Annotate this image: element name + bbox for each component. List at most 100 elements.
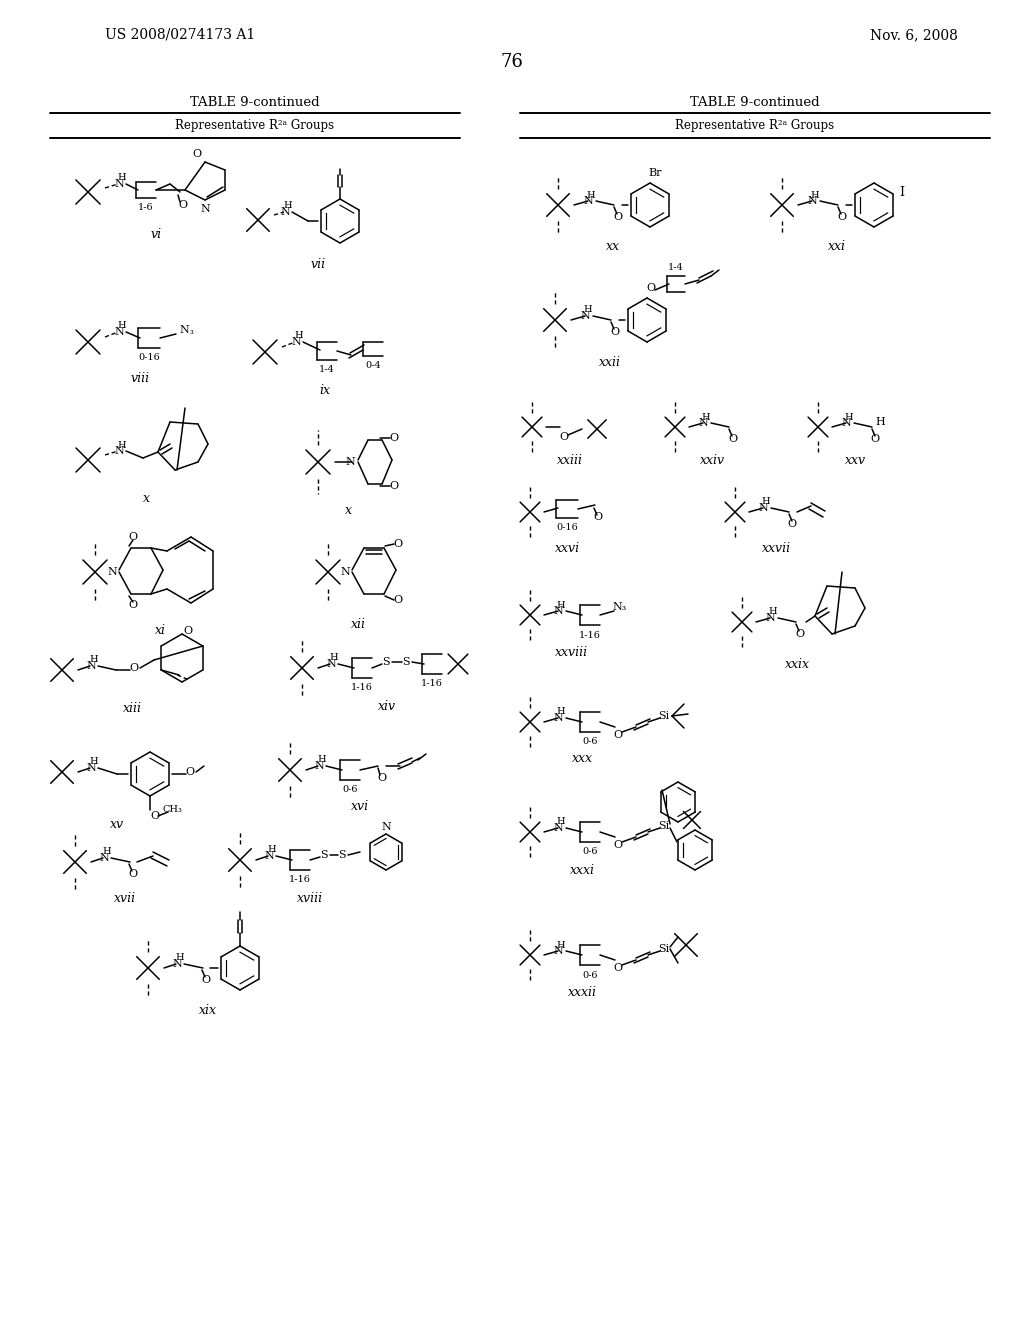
Text: xxii: xxii: [599, 355, 621, 368]
Text: N: N: [86, 763, 96, 774]
Text: N: N: [583, 195, 593, 206]
Text: H: H: [876, 417, 885, 426]
Text: xi: xi: [155, 623, 166, 636]
Text: H: H: [557, 601, 565, 610]
Text: N: N: [340, 568, 350, 577]
Text: O: O: [787, 519, 797, 529]
Text: vi: vi: [151, 227, 162, 240]
Text: O: O: [613, 213, 623, 222]
Text: S: S: [402, 657, 410, 667]
Text: O: O: [185, 767, 195, 777]
Text: xxi: xxi: [828, 240, 846, 253]
Text: 1-16: 1-16: [421, 680, 443, 689]
Text: N: N: [553, 606, 563, 616]
Text: O: O: [389, 433, 398, 444]
Text: H: H: [284, 202, 292, 210]
Text: Si: Si: [658, 944, 670, 954]
Text: H: H: [102, 847, 112, 857]
Text: 1-16: 1-16: [579, 631, 601, 639]
Text: H: H: [90, 656, 98, 664]
Text: H: H: [769, 607, 777, 616]
Text: N: N: [381, 822, 391, 832]
Text: x: x: [344, 503, 351, 516]
Text: xxvii: xxvii: [763, 541, 792, 554]
Text: H: H: [701, 412, 711, 421]
Text: viii: viii: [130, 371, 150, 384]
Text: xix: xix: [199, 1003, 217, 1016]
Text: 76: 76: [501, 53, 523, 71]
Text: O: O: [613, 964, 623, 973]
Text: Representative R²ᵃ Groups: Representative R²ᵃ Groups: [175, 120, 335, 132]
Text: 0-16: 0-16: [556, 524, 578, 532]
Text: Si: Si: [658, 821, 670, 832]
Text: CH₃: CH₃: [162, 805, 182, 814]
Text: O: O: [128, 869, 137, 879]
Text: N: N: [86, 661, 96, 671]
Text: 1-16: 1-16: [289, 875, 311, 884]
Text: O: O: [610, 327, 620, 337]
Text: H: H: [118, 173, 126, 182]
Text: N: N: [581, 312, 590, 321]
Text: O: O: [202, 975, 211, 985]
Text: N: N: [314, 762, 324, 771]
Text: O: O: [183, 626, 193, 636]
Text: N: N: [264, 851, 273, 861]
Text: N: N: [172, 960, 182, 969]
Text: xvi: xvi: [351, 800, 369, 813]
Text: O: O: [728, 434, 737, 444]
Text: N: N: [553, 946, 563, 956]
Text: N: N: [553, 713, 563, 723]
Text: O: O: [838, 213, 847, 222]
Text: O: O: [129, 663, 138, 673]
Text: TABLE 9-continued: TABLE 9-continued: [690, 95, 820, 108]
Text: N: N: [291, 337, 301, 347]
Text: H: H: [176, 953, 184, 962]
Text: x: x: [142, 491, 150, 504]
Text: H: H: [330, 653, 338, 663]
Text: xiii: xiii: [123, 701, 141, 714]
Text: xiv: xiv: [378, 700, 396, 713]
Text: 0-16: 0-16: [138, 354, 160, 363]
Text: 1-6: 1-6: [138, 203, 154, 213]
Text: H: H: [587, 190, 595, 199]
Text: xxix: xxix: [784, 657, 810, 671]
Text: H: H: [295, 331, 303, 341]
Text: N: N: [200, 205, 210, 214]
Text: xii: xii: [350, 618, 366, 631]
Text: 0-4: 0-4: [366, 360, 381, 370]
Text: O: O: [193, 149, 202, 158]
Text: N: N: [99, 853, 109, 863]
Text: N: N: [179, 325, 188, 335]
Text: N: N: [114, 446, 124, 455]
Text: O: O: [559, 432, 568, 442]
Text: H: H: [557, 708, 565, 717]
Text: N: N: [841, 418, 851, 428]
Text: N: N: [553, 822, 563, 833]
Text: xxvi: xxvi: [555, 541, 581, 554]
Text: H: H: [90, 758, 98, 767]
Text: S: S: [321, 850, 328, 861]
Text: xvii: xvii: [114, 891, 136, 904]
Text: N: N: [114, 327, 124, 337]
Text: O: O: [378, 774, 387, 783]
Text: O: O: [389, 480, 398, 491]
Text: O: O: [128, 532, 137, 543]
Text: H: H: [811, 190, 819, 199]
Text: N: N: [807, 195, 817, 206]
Text: O: O: [594, 512, 602, 521]
Text: N: N: [758, 503, 768, 513]
Text: xxx: xxx: [571, 751, 593, 764]
Text: N: N: [345, 457, 355, 467]
Text: 0-6: 0-6: [583, 738, 598, 747]
Text: 0-6: 0-6: [583, 847, 598, 857]
Text: xxxii: xxxii: [567, 986, 597, 999]
Text: N: N: [765, 612, 775, 623]
Text: Br: Br: [648, 168, 662, 178]
Text: 0-6: 0-6: [342, 785, 357, 795]
Text: TABLE 9-continued: TABLE 9-continued: [190, 95, 319, 108]
Text: H: H: [118, 322, 126, 330]
Text: H: H: [557, 817, 565, 826]
Text: O: O: [393, 539, 402, 549]
Text: vii: vii: [310, 259, 326, 272]
Text: S: S: [338, 850, 346, 861]
